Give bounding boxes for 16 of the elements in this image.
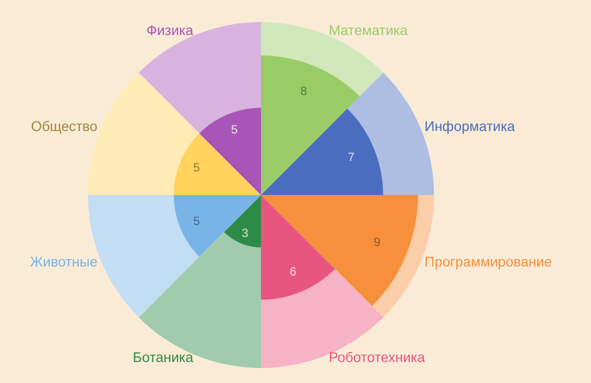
category-label: Математика	[328, 22, 408, 38]
data-label: 5	[230, 122, 238, 137]
data-label: 8	[300, 84, 308, 98]
category-label: Физика	[146, 22, 194, 38]
data-label: 6	[290, 264, 297, 279]
category-label: Ботаника	[132, 349, 194, 366]
category-label: Робототехника	[328, 349, 426, 366]
data-label: 5	[193, 214, 200, 228]
category-label: Животные	[30, 253, 98, 270]
category-label: Программирование	[424, 253, 552, 270]
data-label: 5	[193, 160, 200, 174]
category-label: Общество	[30, 118, 98, 134]
data-label: 7	[348, 150, 355, 164]
data-label: 9	[374, 235, 381, 250]
data-label: 3	[242, 226, 249, 240]
category-label: Информатика	[424, 118, 516, 134]
